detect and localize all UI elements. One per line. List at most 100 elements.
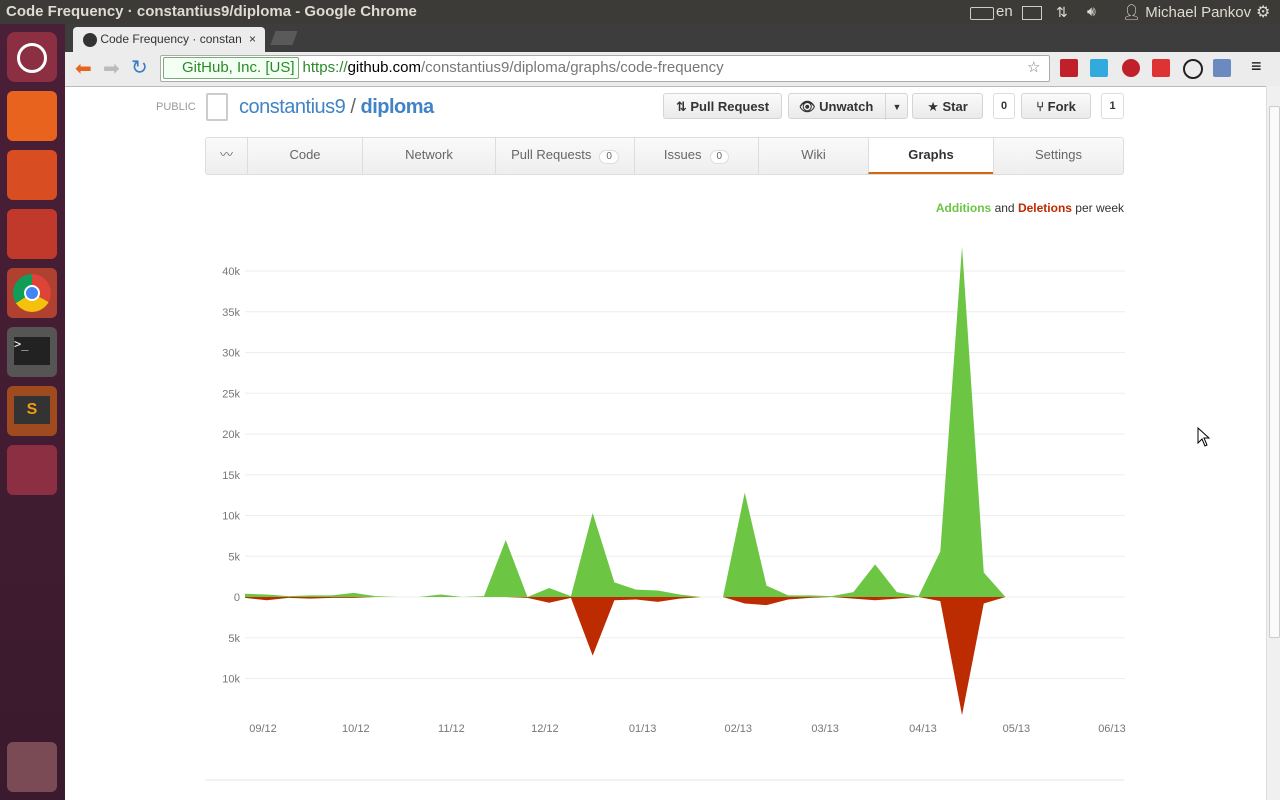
x-tick-label: 11/12 — [438, 723, 465, 735]
power-icon[interactable]: ⚙ — [1256, 4, 1271, 21]
count: 0 — [709, 150, 730, 164]
y-tick-label: 5k — [228, 551, 240, 563]
bookmark-star[interactable]: ☆ — [1027, 59, 1041, 76]
pulse-tab[interactable]: 〰 — [219, 147, 233, 162]
tab-strip: Code Frequency · constan × — [65, 24, 1280, 52]
label: Graphs — [908, 147, 954, 162]
unwatch-button[interactable]: 👁︎ Unwatch ▼ — [788, 93, 908, 120]
nav-tab-selected[interactable]: Graphs — [868, 138, 993, 174]
area — [245, 597, 1006, 716]
sound-icon[interactable]: 🔊︎ — [1087, 3, 1096, 19]
y-tick-label: 25k — [222, 388, 240, 400]
y-tick-label: 40k — [222, 266, 240, 278]
label: Star — [942, 99, 968, 114]
legend-entry: Additions — [936, 201, 992, 215]
user-name: Michael Pankov — [1145, 4, 1252, 21]
y-tick-label: 0 — [234, 592, 240, 604]
terminal-icon[interactable]: >_ — [7, 327, 57, 377]
extension-icon[interactable] — [1213, 59, 1231, 77]
address-bar[interactable]: GitHub, Inc. [US] https://github.com/cons… — [160, 55, 1050, 82]
repo-nav: 〰 Code Network Pull Requests 0 Issues 0 Wi… — [205, 137, 1124, 175]
window-title: Code Frequency · constantius9/diploma - … — [6, 3, 417, 20]
label: Settings — [1035, 147, 1082, 162]
launcher: >_ S — [0, 24, 65, 800]
nav-tab[interactable]: Settings — [993, 138, 1123, 174]
repo-name[interactable]: diploma — [360, 96, 434, 118]
y-tick-label: 20k — [222, 429, 240, 441]
legend-suffix: per week — [1075, 201, 1125, 215]
count: 0 — [599, 150, 619, 164]
pull-request-button[interactable]: ⇅ Pull Request — [663, 93, 782, 119]
scrollbar[interactable] — [1266, 86, 1280, 800]
network-icon[interactable]: ⇅ — [1056, 4, 1068, 20]
extension-icon[interactable] — [1152, 59, 1170, 77]
legend: Additions and Deletions per week — [936, 201, 1125, 215]
dash-icon[interactable] — [7, 32, 57, 82]
y-tick-label: 15k — [222, 470, 240, 482]
extension-icon[interactable] — [1090, 59, 1108, 77]
nav-tab[interactable]: Pull Requests 0 — [495, 138, 634, 174]
extension-icon[interactable] — [1183, 59, 1203, 79]
label: Pull Requests — [511, 147, 592, 162]
x-tick-label: 10/12 — [342, 723, 370, 735]
visibility-label: PUBLIC — [156, 101, 196, 113]
scroll-thumb[interactable] — [1269, 106, 1280, 638]
star-button[interactable]: ★ Star — [912, 93, 983, 119]
system-top-bar: Code Frequency · constantius9/diploma - … — [0, 0, 1280, 24]
keyboard-icon[interactable] — [970, 7, 994, 20]
label: Wiki — [801, 147, 826, 162]
url-host: github.com — [347, 59, 421, 76]
x-tick-label: 02/13 — [724, 723, 752, 735]
nav-tab[interactable]: Code — [247, 138, 362, 174]
label: Network — [405, 147, 453, 162]
menu-button[interactable]: ≡ — [1251, 56, 1262, 76]
repo-title: constantius9 / diploma — [239, 96, 434, 119]
star-count[interactable]: 0 — [993, 93, 1015, 119]
trash-icon[interactable] — [7, 742, 57, 792]
nav-tab[interactable]: Wiki — [758, 138, 868, 174]
x-tick-label: 04/13 — [909, 723, 937, 735]
label: Issues — [663, 147, 702, 162]
extension-icon[interactable] — [1060, 59, 1078, 77]
settings-icon[interactable] — [7, 209, 57, 259]
label: Pull Request — [690, 99, 770, 114]
tab-close[interactable]: × — [249, 32, 257, 46]
nav-tab[interactable]: Network — [362, 138, 495, 174]
reload-button[interactable]: ↻ — [131, 57, 148, 79]
separator: / — [350, 96, 356, 118]
url-scheme: https:// — [302, 59, 348, 76]
tab-title: Code Frequency · constan — [100, 32, 242, 46]
software-center-icon[interactable] — [7, 150, 57, 200]
legend-joiner: and — [995, 201, 1015, 215]
y-tick-label: 10k — [222, 674, 240, 686]
language-indicator[interactable]: en — [996, 3, 1013, 20]
area — [245, 246, 1006, 598]
mail-icon[interactable] — [1022, 6, 1042, 20]
files-icon[interactable] — [7, 91, 57, 141]
repo-owner[interactable]: constantius9 — [239, 96, 346, 118]
label: Code — [289, 147, 321, 162]
user-menu[interactable]: 👤︎ Michael Pankov — [1122, 4, 1252, 21]
legend-entry: Deletions — [1018, 201, 1072, 215]
forward-button[interactable]: ➡ — [103, 58, 120, 80]
browser-toolbar: ⬅ ➡ ↻ GitHub, Inc. [US] https://github.co… — [65, 52, 1280, 87]
back-button[interactable]: ⬅ — [75, 58, 92, 80]
nav-tab[interactable]: Issues 0 — [634, 138, 758, 174]
fork-count[interactable]: 1 — [1101, 93, 1124, 119]
fork-button[interactable]: ⑂ Fork — [1021, 93, 1091, 119]
label: Fork — [1047, 99, 1076, 114]
extension-icon[interactable] — [1122, 59, 1140, 77]
label: Unwatch — [819, 99, 874, 114]
workspace-icon[interactable] — [7, 445, 57, 495]
chrome-icon[interactable] — [7, 268, 57, 318]
mouse-cursor — [1197, 427, 1211, 447]
y-tick-label: 30k — [222, 348, 240, 360]
x-tick-label: 09/12 — [249, 723, 277, 735]
y-tick-label: 5k — [228, 633, 240, 645]
sublime-icon[interactable]: S — [7, 386, 57, 436]
browser-tab[interactable]: Code Frequency · constan × — [73, 27, 265, 52]
x-tick-label: 03/13 — [811, 723, 839, 735]
x-tick-label: 05/13 — [1003, 723, 1031, 735]
x-tick-label: 12/12 — [531, 723, 559, 735]
